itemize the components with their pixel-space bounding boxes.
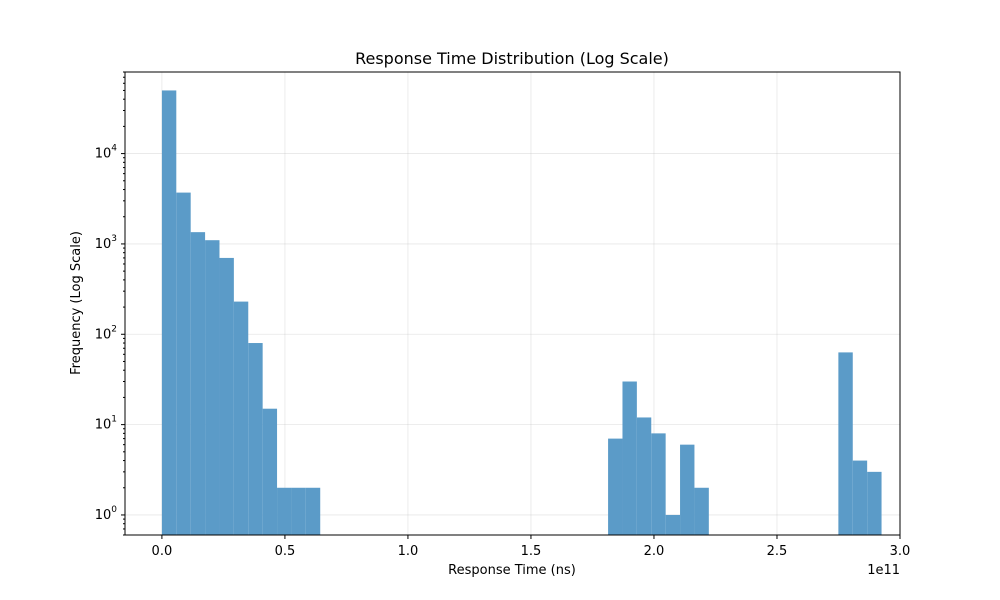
histogram-bar (233, 301, 249, 535)
plot-frame (124, 71, 901, 536)
y-tick-label: 100 (95, 505, 118, 523)
y-axis-label: Frequency (Log Scale) (69, 231, 84, 375)
histogram-bar (852, 460, 868, 535)
x-tick-label: 3.0 (890, 544, 911, 559)
y-axis: 100 101 102 103 104 (95, 144, 125, 523)
histogram-bar (205, 240, 220, 535)
x-axis-label: Response Time (ns) (448, 563, 576, 578)
histogram-bar (161, 90, 177, 535)
histogram-bar (867, 471, 882, 535)
histogram-bar (248, 343, 263, 535)
histogram-bar (190, 232, 206, 535)
y-tick-label: 102 (95, 324, 117, 342)
histogram-bar (305, 487, 321, 535)
x-tick-label: 1.5 (521, 544, 542, 559)
histogram-bar (651, 433, 666, 535)
x-offset-label: 1e11 (867, 563, 900, 578)
x-tick-label: 2.0 (644, 544, 665, 559)
x-tick-label: 1.0 (398, 544, 419, 559)
x-tick-label: 0.0 (152, 544, 173, 559)
y-tick-label: 104 (95, 144, 118, 162)
histogram-bar (608, 438, 623, 535)
x-tick-label: 2.5 (767, 544, 788, 559)
grid (125, 72, 901, 535)
histogram-bar (262, 408, 278, 535)
histogram-bar (694, 487, 709, 535)
chart-title: Response Time Distribution (Log Scale) (355, 49, 669, 68)
histogram-bar (680, 444, 695, 535)
y-tick-label: 101 (95, 415, 117, 433)
histogram-bar (838, 352, 853, 535)
histogram-bar (277, 487, 292, 535)
histogram-bar (291, 487, 306, 535)
y-tick-label: 103 (95, 234, 117, 252)
histogram-bar (636, 417, 652, 535)
histogram-bar (665, 514, 681, 535)
x-axis: 0.0 0.5 1.0 1.5 2.0 2.5 3.0 (152, 535, 911, 559)
histogram-bar (176, 192, 191, 535)
histogram-bars (161, 90, 882, 535)
x-tick-label: 0.5 (275, 544, 296, 559)
histogram-bar (219, 257, 234, 535)
histogram-bar (622, 381, 637, 535)
